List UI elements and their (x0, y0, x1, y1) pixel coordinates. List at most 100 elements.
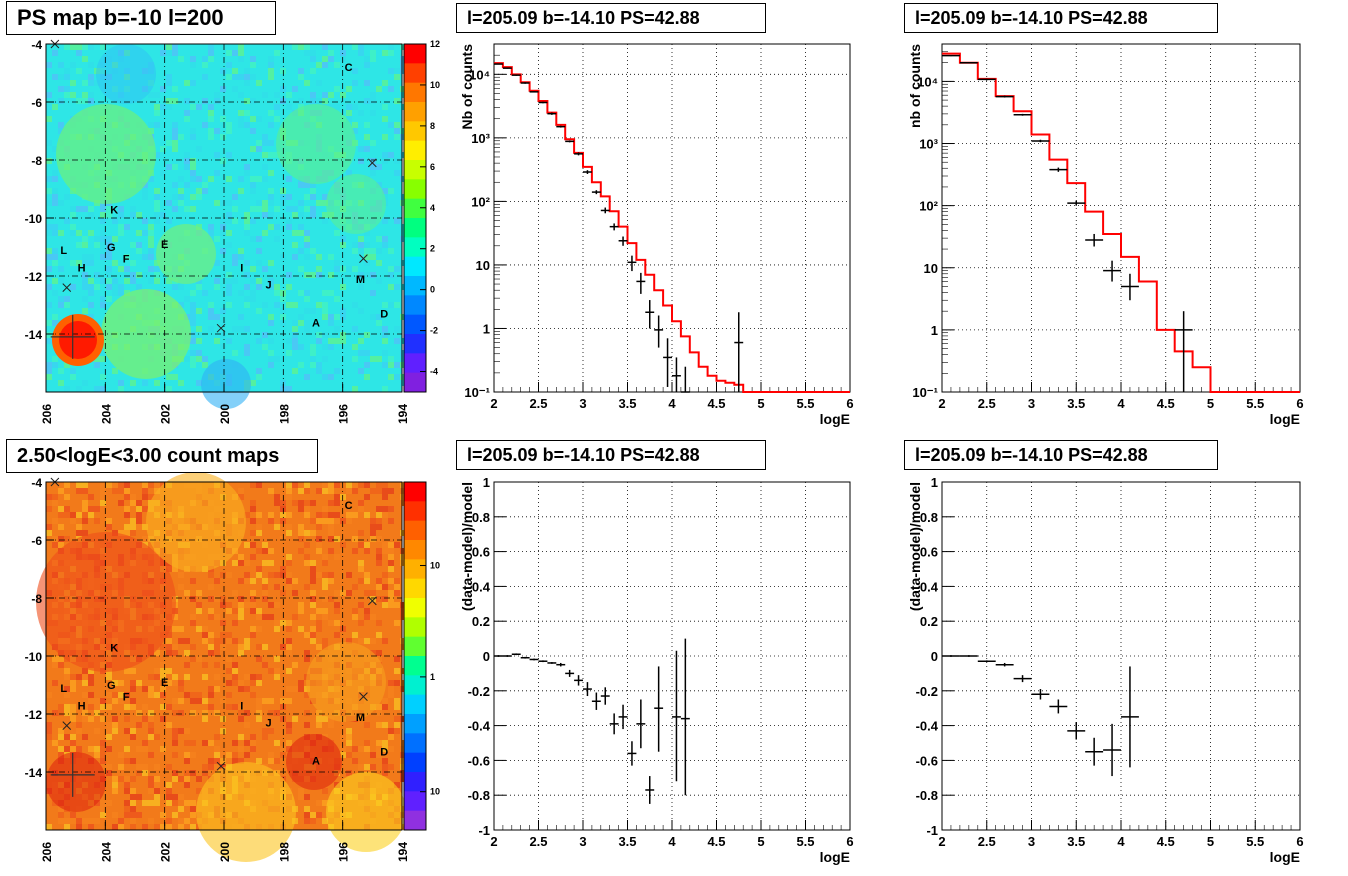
source-label-K: K (110, 642, 118, 654)
palette-tick-label: 4 (430, 203, 435, 213)
x-tick-label: 4.5 (707, 834, 725, 849)
x-tick-label: 4 (668, 834, 676, 849)
count-map-chart: C K L G E H F I J M D A 206 204 202 200 198 196 194 -4 -6 -8… (25, 472, 440, 862)
y-tick-label: -8 (31, 154, 42, 168)
y-tick-label: 10⁴ (917, 74, 938, 89)
y-tick-label: -6 (31, 534, 42, 548)
model-histogram (494, 62, 850, 393)
cross-marker (359, 254, 368, 263)
palette-tick-label: 8 (430, 121, 435, 131)
y-tick-label: 10² (919, 199, 938, 214)
x-tick-label: 4 (668, 396, 676, 411)
x-tick-label: 2.5 (978, 396, 996, 411)
x-axis-label: logE (820, 849, 850, 865)
ps-map-palette: 12 10 8 6 4 2 0 -2 -4 (403, 39, 440, 393)
x-tick-label: 3.5 (1067, 396, 1085, 411)
source-label-E: E (161, 239, 168, 251)
x-tick-label: 200 (218, 842, 232, 862)
x-tick-label: 4 (1117, 396, 1125, 411)
x-tick-label: 194 (396, 842, 410, 862)
source-label-K: K (110, 204, 118, 216)
y-tick-label: -0.4 (468, 719, 491, 734)
y-tick-label: 0.6 (920, 545, 938, 560)
spectrum-right-title: l=205.09 b=-14.10 PS=42.88 (904, 3, 1218, 33)
cross-marker (367, 158, 377, 168)
x-tick-label: 2 (490, 396, 497, 411)
spectrum-left-title: l=205.09 b=-14.10 PS=42.88 (456, 3, 766, 33)
ps-map-emission (52, 44, 386, 409)
x-tick-label: 196 (337, 842, 351, 862)
plot-frame (941, 43, 1301, 393)
y-axis-label: Nb of counts (459, 44, 475, 130)
source-label-A: A (312, 317, 320, 329)
y-tick-label: 0.6 (472, 545, 490, 560)
ps-map-title: PS map b=-10 l=200 (6, 1, 276, 35)
plot-frame (493, 43, 851, 393)
y-axis-label: (data-model)/model (459, 482, 475, 611)
x-tick-label: 3.5 (618, 834, 636, 849)
x-tick-label: 6 (1296, 396, 1303, 411)
x-tick-label: 3 (579, 834, 586, 849)
plot-frame (941, 481, 1301, 831)
palette-tick-label: 10 (430, 561, 440, 571)
x-tick-label: 3 (579, 396, 586, 411)
x-tick-label: 5 (757, 396, 764, 411)
source-label-I: I (240, 262, 243, 274)
palette-tick-label: 0 (430, 285, 435, 295)
source-label-M: M (356, 712, 365, 724)
spectrum-right-chart: 2 2.5 3 3.5 4 4.5 5 5.5 6 10⁻¹ 1 10 10² 10³ 10⁴ logE nb … (907, 43, 1304, 427)
x-tick-label: 2 (938, 396, 945, 411)
y-tick-label: -8 (31, 592, 42, 606)
count-map-emission (36, 472, 406, 862)
x-tick-label: 3 (1028, 396, 1035, 411)
y-tick-label: -6 (31, 96, 42, 110)
residual-left-title: l=205.09 b=-14.10 PS=42.88 (456, 440, 766, 470)
source-label-H: H (78, 262, 86, 274)
x-axis-label: logE (1270, 411, 1300, 427)
x-tick-label: 6 (846, 396, 853, 411)
cross-marker (367, 596, 377, 606)
count-map-title: 2.50<logE<3.00 count maps (6, 439, 318, 473)
y-tick-label: -0.8 (468, 788, 490, 803)
residual-right-chart: 2 2.5 3 3.5 4 4.5 5 5.5 6 -1 -0.8 -0.6 -0.4 -0.2 0 0.2 0… (907, 475, 1304, 865)
source-label-G: G (107, 680, 116, 692)
count-map-source-marks: C K L G E H F I J M D A (50, 477, 388, 797)
count-map-grid (46, 482, 402, 830)
y-tick-label: 10⁻¹ (464, 385, 490, 400)
y-tick-label: -0.4 (916, 719, 939, 734)
y-tick-label: -0.2 (468, 684, 490, 699)
x-tick-label: 2 (938, 834, 945, 849)
y-tick-label: 10 (924, 261, 938, 276)
ps-map-grid (46, 44, 402, 392)
grid (494, 44, 850, 392)
palette-tick-label: -4 (430, 367, 438, 377)
source-label-E: E (161, 677, 168, 689)
source-label-C: C (345, 62, 353, 74)
count-map-palette: 10 1 10⁻¹ (403, 481, 440, 831)
y-tick-label: -10 (25, 650, 43, 664)
cross-marker (359, 692, 368, 701)
y-tick-label: 0.4 (920, 579, 939, 594)
x-tick-label: 2.5 (529, 396, 547, 411)
residual-left-chart: 2 2.5 3 3.5 4 4.5 5 5.5 6 -1 -0.8 -0.6 -0.4 -0.2 0 0.2 0… (459, 475, 854, 865)
y-axis-label: (data-model)/model (907, 482, 923, 611)
x-tick-label: 4.5 (1157, 834, 1175, 849)
source-label-H: H (78, 700, 86, 712)
x-tick-label: 3 (1028, 834, 1035, 849)
y-tick-label: 0.8 (472, 510, 490, 525)
x-tick-label: 2 (490, 834, 497, 849)
y-tick-label: 0.4 (472, 579, 491, 594)
x-axis-label: logE (1270, 849, 1300, 865)
x-tick-label: 5 (757, 834, 764, 849)
target-cross (50, 752, 95, 797)
x-tick-label: 2.5 (529, 834, 547, 849)
x-tick-label: 204 (99, 404, 113, 424)
y-tick-label: 1 (483, 321, 490, 336)
bright-source-core (59, 321, 97, 359)
ps-map-axes: 206 204 202 200 198 196 194 -4 -6 -8 -10 -12 -14 (25, 38, 410, 424)
x-axis-label: logE (820, 411, 850, 427)
source-label-J: J (265, 280, 271, 292)
count-map-axes: 206 204 202 200 198 196 194 -4 -6 -8 -10 -12 -14 (25, 476, 410, 862)
x-tick-label: 206 (40, 404, 54, 424)
